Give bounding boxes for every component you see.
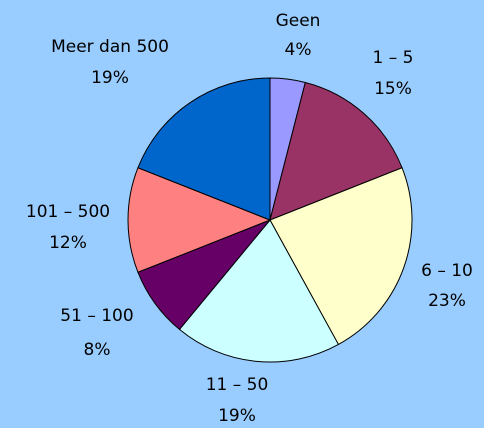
slice-value-label: 12% (49, 233, 87, 253)
slice-value-label: 4% (285, 40, 312, 60)
slice-value-label: 19% (218, 406, 256, 426)
pie-slice (127, 167, 272, 273)
slice-label: 51 – 100 (60, 306, 133, 326)
slice-value-label: 23% (428, 291, 466, 311)
pie-slice (137, 77, 271, 221)
pie-slice (269, 167, 413, 346)
slice-label: 6 – 10 (421, 261, 473, 281)
pie-slice (178, 219, 340, 363)
slice-value-label: 8% (84, 340, 111, 360)
slice-value-label: 15% (374, 79, 412, 99)
slice-label: Geen (276, 11, 321, 31)
slice-label: 101 – 500 (26, 202, 110, 222)
slice-label: 1 – 5 (373, 48, 414, 68)
slice-label: 11 – 50 (206, 375, 269, 395)
slice-label: Meer dan 500 (51, 37, 169, 57)
pie-slice (269, 81, 403, 221)
slice-value-label: 19% (91, 68, 129, 88)
